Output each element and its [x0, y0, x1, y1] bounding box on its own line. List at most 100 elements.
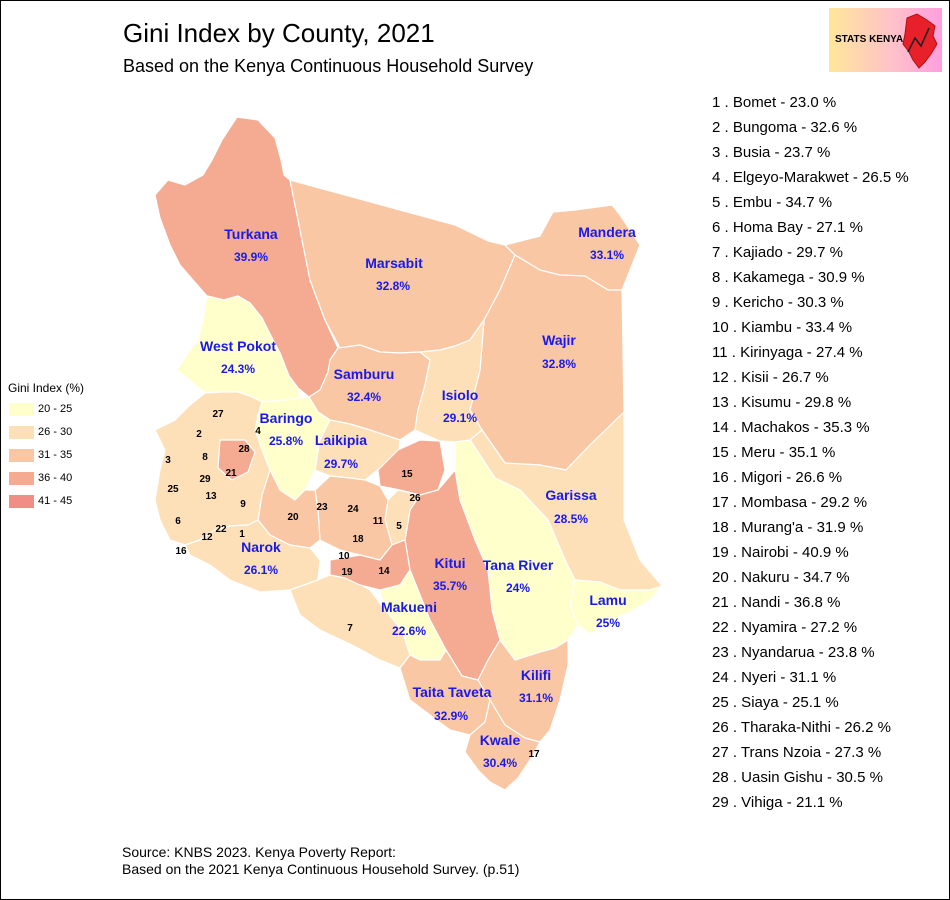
county-number-5: 5 — [396, 521, 402, 532]
label-laikipia-value: 29.7% — [324, 457, 358, 471]
county-number-26: 26 — [409, 493, 421, 504]
label-taita-taveta-value: 32.9% — [434, 709, 468, 723]
source-line: Source: KNBS 2023. Kenya Poverty Report: — [122, 844, 396, 860]
county-list-item: 20 . Nakuru - 34.7 % — [712, 569, 850, 586]
county-number-7: 7 — [347, 623, 353, 634]
label-laikipia-name: Laikipia — [315, 432, 367, 448]
label-kwale-value: 30.4% — [483, 756, 517, 770]
legend: Gini Index (%) 20 - 25 26 - 30 31 - 35 3… — [8, 381, 84, 518]
county-western-block[interactable] — [154, 391, 271, 546]
stats-kenya-logo: STATS KENYA — [829, 8, 942, 72]
map-title: Gini Index by County, 2021 — [123, 18, 435, 48]
map-subtitle: Based on the Kenya Continuous Household … — [123, 56, 534, 76]
label-narok-name: Narok — [241, 539, 281, 555]
label-garissa-value: 28.5% — [554, 512, 588, 526]
legend-item: 26 - 30 — [8, 426, 84, 449]
county-list-item: 11 . Kirinyaga - 27.4 % — [712, 344, 863, 361]
county-list-item: 14 . Machakos - 35.3 % — [712, 419, 870, 436]
label-taita-taveta-name: Taita Taveta — [413, 684, 492, 700]
label-west-pokot-name: West Pokot — [200, 338, 276, 354]
county-list-item: 24 . Nyeri - 31.1 % — [712, 669, 837, 686]
county-list-item: 29 . Vihiga - 21.1 % — [712, 794, 843, 811]
county-list-item: 16 . Migori - 26.6 % — [712, 469, 843, 486]
county-number-12: 12 — [201, 532, 213, 543]
county-number-10: 10 — [338, 551, 350, 562]
label-kilifi-value: 31.1% — [519, 691, 553, 705]
label-marsabit-name: Marsabit — [365, 255, 423, 271]
kenya-map-chart-icon — [902, 13, 938, 69]
county-list: 1 . Bomet - 23.0 % 2 . Bungoma - 32.6 % … — [712, 90, 909, 815]
label-garissa-name: Garissa — [545, 487, 597, 503]
label-wajir-name: Wajir — [542, 332, 576, 348]
label-mandera-name: Mandera — [578, 224, 636, 240]
county-list-item: 27 . Trans Nzoia - 27.3 % — [712, 744, 882, 761]
legend-swatch — [9, 403, 34, 416]
legend-swatch — [9, 495, 34, 508]
county-kwale[interactable] — [464, 699, 541, 791]
county-number-2: 2 — [196, 429, 202, 440]
county-number-15: 15 — [401, 469, 413, 480]
county-list-item: 7 . Kajiado - 29.7 % — [712, 244, 843, 261]
county-number-28: 28 — [238, 444, 250, 455]
county-number-1: 1 — [239, 529, 245, 540]
legend-label: 31 - 35 — [38, 449, 73, 461]
legend-label: 36 - 40 — [38, 472, 73, 484]
county-list-item: 5 . Embu - 34.7 % — [712, 194, 833, 211]
label-kilifi-name: Kilifi — [521, 667, 551, 683]
county-number-9: 9 — [240, 499, 246, 510]
legend-item: 36 - 40 — [8, 472, 84, 495]
county-list-item: 13 . Kisumu - 29.8 % — [712, 394, 852, 411]
county-list-item: 23 . Nyandarua - 23.8 % — [712, 644, 875, 661]
county-list-item: 4 . Elgeyo-Marakwet - 26.5 % — [712, 169, 909, 186]
label-kitui-name: Kitui — [434, 555, 465, 571]
label-west-pokot-value: 24.3% — [221, 362, 255, 376]
county-list-item: 6 . Homa Bay - 27.1 % — [712, 219, 863, 236]
county-list-item: 28 . Uasin Gishu - 30.5 % — [712, 769, 883, 786]
source-note: Source: KNBS 2023. Kenya Poverty Report:… — [122, 844, 519, 878]
legend-swatch — [9, 449, 34, 462]
county-nandi[interactable] — [217, 439, 256, 481]
legend-item: 41 - 45 — [8, 495, 84, 518]
label-tana-river-value: 24% — [506, 581, 530, 595]
county-list-item: 15 . Meru - 35.1 % — [712, 444, 836, 461]
county-list-item: 18 . Murang'a - 31.9 % — [712, 519, 864, 536]
county-number-20: 20 — [287, 512, 299, 523]
county-number-8: 8 — [202, 452, 208, 463]
label-samburu-name: Samburu — [334, 366, 395, 382]
legend-swatch — [9, 426, 34, 439]
legend-item: 20 - 25 — [8, 403, 84, 426]
county-list-item: 9 . Kericho - 30.3 % — [712, 294, 844, 311]
label-samburu-value: 32.4% — [347, 390, 381, 404]
label-wajir-value: 32.8% — [542, 357, 576, 371]
county-list-item: 3 . Busia - 23.7 % — [712, 144, 831, 161]
county-number-11: 11 — [373, 516, 384, 527]
county-number-18: 18 — [352, 534, 364, 545]
county-number-22: 22 — [215, 524, 227, 535]
county-list-item: 8 . Kakamega - 30.9 % — [712, 269, 865, 286]
county-list-item: 2 . Bungoma - 32.6 % — [712, 119, 858, 136]
label-baringo-name: Baringo — [260, 410, 313, 426]
county-number-13: 13 — [205, 491, 217, 502]
county-number-16: 16 — [175, 546, 187, 557]
county-number-6: 6 — [175, 516, 181, 527]
label-isiolo-value: 29.1% — [443, 411, 477, 425]
legend-label: 26 - 30 — [38, 426, 73, 438]
label-narok-value: 26.1% — [244, 563, 278, 577]
county-number-3: 3 — [165, 455, 171, 466]
label-kwale-name: Kwale — [480, 732, 521, 748]
label-lamu-name: Lamu — [589, 592, 626, 608]
logo-text: STATS KENYA — [835, 34, 904, 45]
label-mandera-value: 33.1% — [590, 248, 624, 262]
label-turkana-value: 39.9% — [234, 250, 268, 264]
label-baringo-value: 25.8% — [269, 434, 303, 448]
label-makueni-value: 22.6% — [392, 624, 426, 638]
county-laikipia[interactable] — [314, 419, 401, 481]
label-lamu-value: 25% — [596, 616, 620, 630]
county-number-19: 19 — [341, 567, 353, 578]
label-turkana-name: Turkana — [224, 226, 278, 242]
source-line: Based on the 2021 Kenya Continuous House… — [122, 861, 520, 877]
legend-swatch — [9, 472, 34, 485]
county-number-14: 14 — [378, 566, 390, 577]
county-list-item: 17 . Mombasa - 29.2 % — [712, 494, 868, 511]
county-number-29: 29 — [199, 474, 211, 485]
